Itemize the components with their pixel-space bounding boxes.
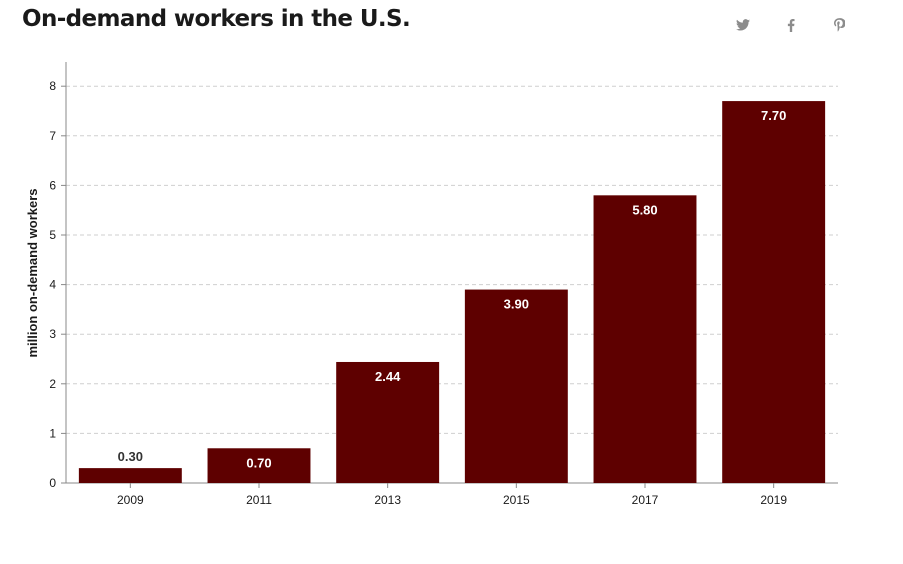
y-axis-label: million on-demand workers (25, 188, 40, 357)
labels: 0 1 2 3 4 5 6 7 8 0.30 2009 0.70 2011 2.44 2013 3.90 201… (49, 79, 787, 507)
axes (61, 62, 838, 488)
pinterest-share-button[interactable] (827, 14, 851, 36)
bar-2015 (464, 289, 568, 483)
y-tick-label: 2 (49, 377, 56, 391)
gridlines (66, 85, 838, 434)
data-label-2011: 0.70 (246, 455, 271, 470)
y-tick-label: 8 (49, 79, 56, 93)
facebook-icon (787, 18, 795, 32)
bar-2017 (593, 195, 697, 483)
twitter-icon (736, 19, 750, 31)
y-tick-label: 6 (49, 178, 56, 192)
data-label-2009: 0.30 (118, 449, 143, 464)
pinterest-icon (833, 18, 845, 32)
x-tick-label-2009: 2009 (117, 493, 144, 507)
y-tick-label: 0 (49, 476, 56, 490)
x-tick-label-2019: 2019 (760, 493, 787, 507)
bar-2019 (722, 101, 826, 483)
y-tick-label: 4 (49, 278, 56, 292)
y-tick-label: 5 (49, 228, 56, 242)
bars (78, 101, 826, 483)
facebook-share-button[interactable] (779, 14, 803, 36)
y-tick-label: 1 (49, 426, 56, 440)
twitter-share-button[interactable] (731, 14, 755, 36)
bar-2009 (78, 468, 182, 483)
data-label-2017: 5.80 (632, 202, 657, 217)
x-tick-label-2015: 2015 (503, 493, 530, 507)
y-tick-label: 7 (49, 129, 56, 143)
chart-title: On-demand workers in the U.S. (22, 6, 411, 32)
x-tick-label-2011: 2011 (246, 493, 272, 507)
bar-2013 (336, 361, 440, 483)
data-label-2015: 3.90 (504, 297, 529, 312)
x-tick-label-2013: 2013 (374, 493, 401, 507)
data-label-2019: 7.70 (761, 108, 786, 123)
x-tick-label-2017: 2017 (632, 493, 659, 507)
y-tick-label: 3 (49, 327, 56, 341)
bar-2011 (207, 448, 311, 483)
data-label-2013: 2.44 (375, 369, 401, 384)
